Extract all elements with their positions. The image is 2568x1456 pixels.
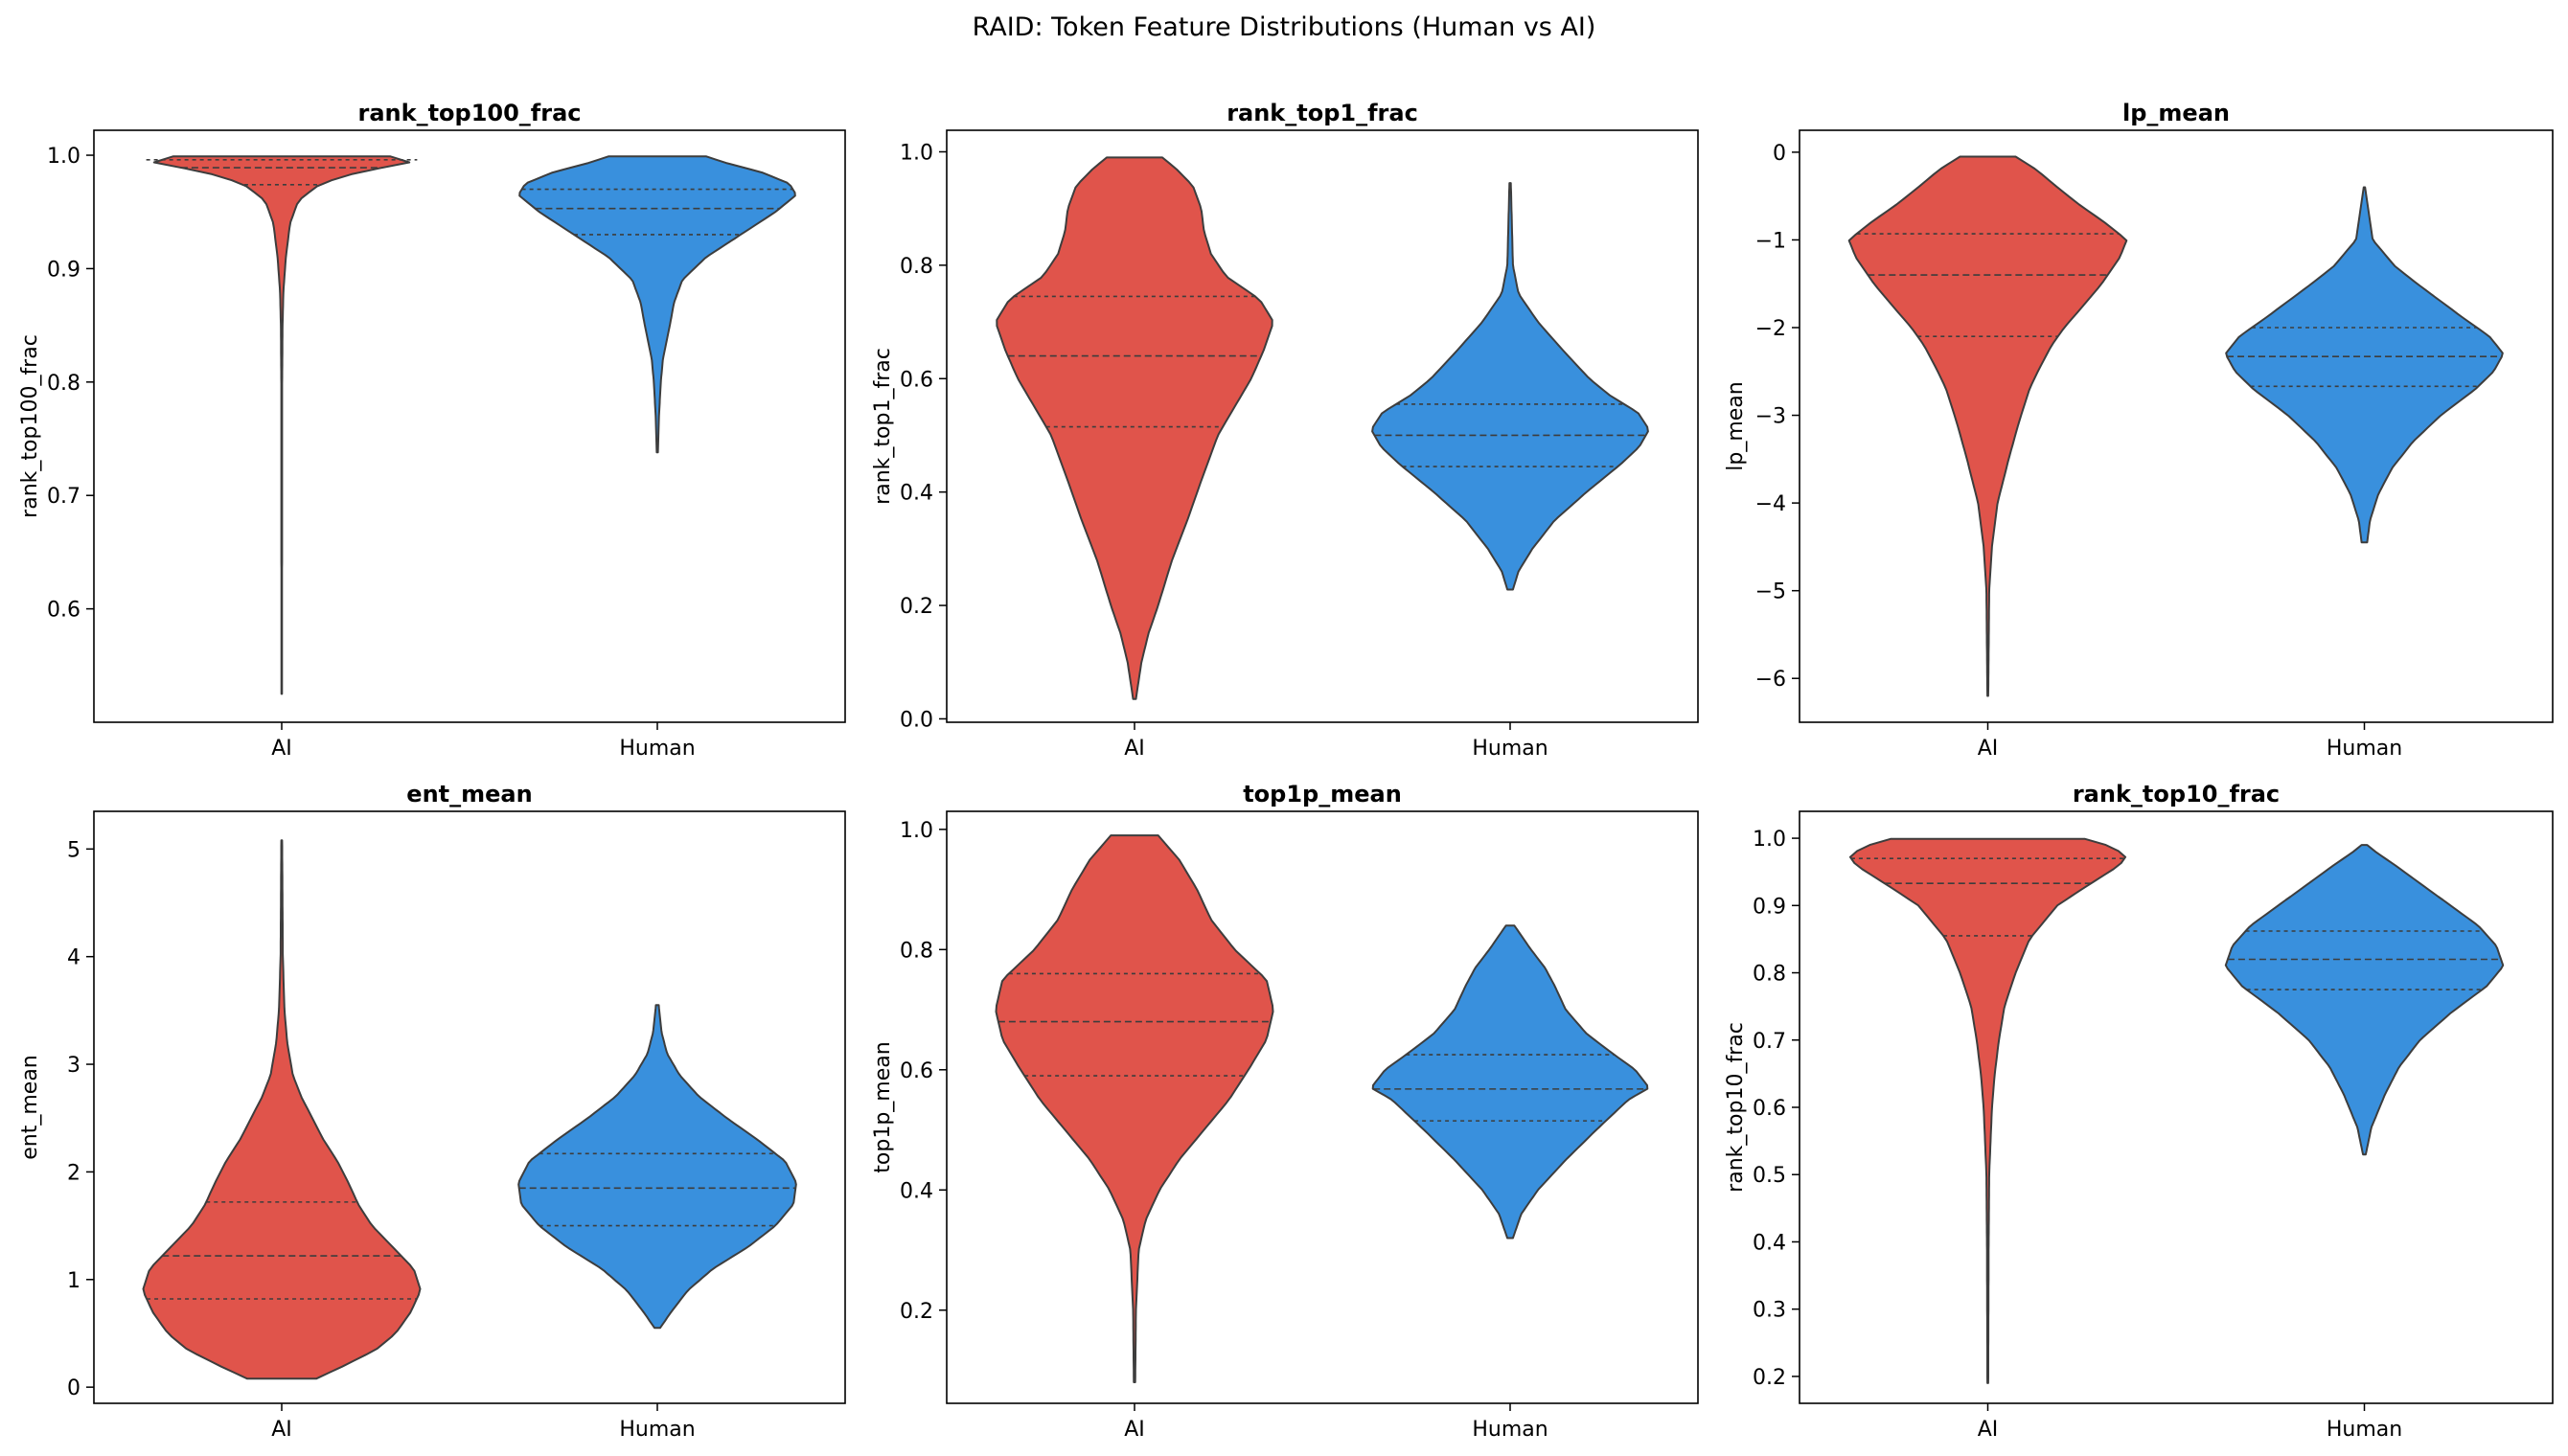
y-tick-label: 0.2 [900, 1300, 933, 1324]
violin-ai [996, 156, 1273, 700]
panel-rank_top100_frac: rank_top100_frac 0.6 0.7 0.8 0.9 1.0 rank_top1… [18, 100, 846, 761]
panel-rank_top1_frac: rank_top1_frac 0.0 0.2 0.4 0.6 0.8 1.0 rank_top… [871, 100, 1699, 761]
x-tick-label: Human [2327, 737, 2402, 761]
y-tick-label: 1.0 [1753, 828, 1786, 852]
y-tick-label: 0.7 [47, 485, 80, 509]
panel-ent_mean: ent_mean 0 1 2 3 4 5 ent_mean AI Human [18, 781, 846, 1442]
y-tick-label: −1 [1755, 229, 1786, 253]
y-tick-label: 1.0 [900, 141, 933, 165]
violin-human [2225, 186, 2504, 544]
y-tick-label: 0.7 [1753, 1030, 1786, 1054]
y-tick-label: −5 [1755, 580, 1786, 604]
y-tick-label: 0.6 [47, 599, 80, 623]
x-tick-label: AI [1978, 1418, 1999, 1442]
y-tick-label: 0.3 [1753, 1299, 1786, 1323]
axes-frame [93, 129, 846, 723]
figure-title: RAID: Token Feature Distributions (Human… [973, 12, 1596, 42]
y-tick-label: 1 [67, 1269, 80, 1293]
y-tick-label: 4 [67, 946, 80, 970]
y-tick-label: 2 [67, 1161, 80, 1185]
y-tick-label: −6 [1755, 668, 1786, 692]
y-tick-label: 0.4 [900, 482, 933, 506]
axes-frame [1799, 129, 2554, 723]
violin-human [1371, 182, 1649, 591]
x-tick-label: AI [1978, 737, 1999, 761]
axes-frame [1799, 810, 2554, 1404]
x-tick-label: AI [271, 1418, 292, 1442]
y-tick-label: 5 [67, 838, 80, 862]
y-tick-label: 0.4 [1753, 1231, 1786, 1255]
violin-human [517, 1004, 797, 1330]
y-tick-label: 0.9 [47, 258, 80, 282]
axes-frame [93, 810, 846, 1404]
y-axis-label: rank_top1_frac [871, 348, 895, 505]
y-tick-label: 1.0 [900, 819, 933, 843]
violin-human [2224, 844, 2505, 1156]
y-tick-label: 3 [67, 1054, 80, 1078]
y-tick-label: 0.9 [1753, 895, 1786, 919]
y-tick-label: 0.5 [1753, 1164, 1786, 1188]
y-tick-label: 0.8 [1753, 963, 1786, 987]
y-tick-label: 0.2 [1753, 1366, 1786, 1390]
violin-ai [995, 834, 1274, 1383]
x-tick-label: Human [2327, 1418, 2402, 1442]
x-tick-label: AI [1124, 1418, 1145, 1442]
x-tick-label: AI [1124, 737, 1145, 761]
panels: rank_top100_frac0.60.70.80.91.0rank_top1… [18, 100, 2554, 1442]
y-tick-label: −4 [1755, 492, 1786, 516]
y-tick-label: 0.8 [47, 372, 80, 396]
y-tick-label: 1.0 [47, 145, 80, 169]
panel-rank_top10_frac: rank_top10_frac 0.2 0.3 0.4 0.5 0.6 0.7 0.8 0.9 1… [1724, 781, 2554, 1442]
axes-frame [946, 129, 1699, 723]
y-tick-label: 0 [1773, 142, 1786, 166]
violin-human [518, 155, 796, 454]
y-tick-label: 0 [67, 1376, 80, 1400]
y-tick-label: 0.8 [900, 939, 933, 963]
violin-ai [152, 155, 411, 695]
y-tick-label: −3 [1755, 405, 1786, 429]
y-axis-label: lp_mean [1724, 381, 1748, 470]
y-tick-label: 0.6 [900, 1059, 933, 1083]
panel-title: ent_mean [406, 781, 532, 808]
axes-frame [946, 810, 1699, 1404]
y-tick-label: 0.4 [900, 1179, 933, 1203]
violin-ai [1847, 155, 2128, 697]
panel-top1p_mean: top1p_mean 0.2 0.4 0.6 0.8 1.0 top1p_mean AI Hum… [871, 781, 1699, 1442]
x-tick-label: Human [619, 1418, 695, 1442]
panel-title: rank_top100_frac [357, 100, 581, 126]
x-tick-label: Human [1472, 1418, 1548, 1442]
y-tick-label: 0.6 [1753, 1097, 1786, 1121]
y-tick-label: 0.2 [900, 595, 933, 619]
x-tick-label: AI [271, 737, 292, 761]
y-tick-label: 0.6 [900, 368, 933, 392]
panel-title: rank_top10_frac [2073, 781, 2280, 808]
x-tick-label: Human [619, 737, 695, 761]
y-axis-label: ent_mean [18, 1055, 42, 1160]
y-tick-label: 0.0 [900, 708, 933, 732]
violin-ai [1848, 837, 2127, 1384]
violin-ai [142, 839, 422, 1380]
y-axis-label: rank_top100_frac [18, 334, 42, 518]
panel-title: rank_top1_frac [1227, 100, 1418, 126]
violin-human [1371, 924, 1649, 1240]
y-tick-label: −2 [1755, 317, 1786, 341]
panel-title: top1p_mean [1243, 781, 1402, 808]
x-tick-label: Human [1472, 737, 1548, 761]
y-axis-label: rank_top10_frac [1724, 1022, 1748, 1193]
panel-title: lp_mean [2122, 100, 2230, 126]
y-tick-label: 0.8 [900, 255, 933, 279]
panel-lp_mean: lp_mean −6 −5 −4 −3 −2 −1 0 lp_mean AI Human [1724, 100, 2554, 761]
y-axis-label: top1p_mean [871, 1041, 895, 1172]
